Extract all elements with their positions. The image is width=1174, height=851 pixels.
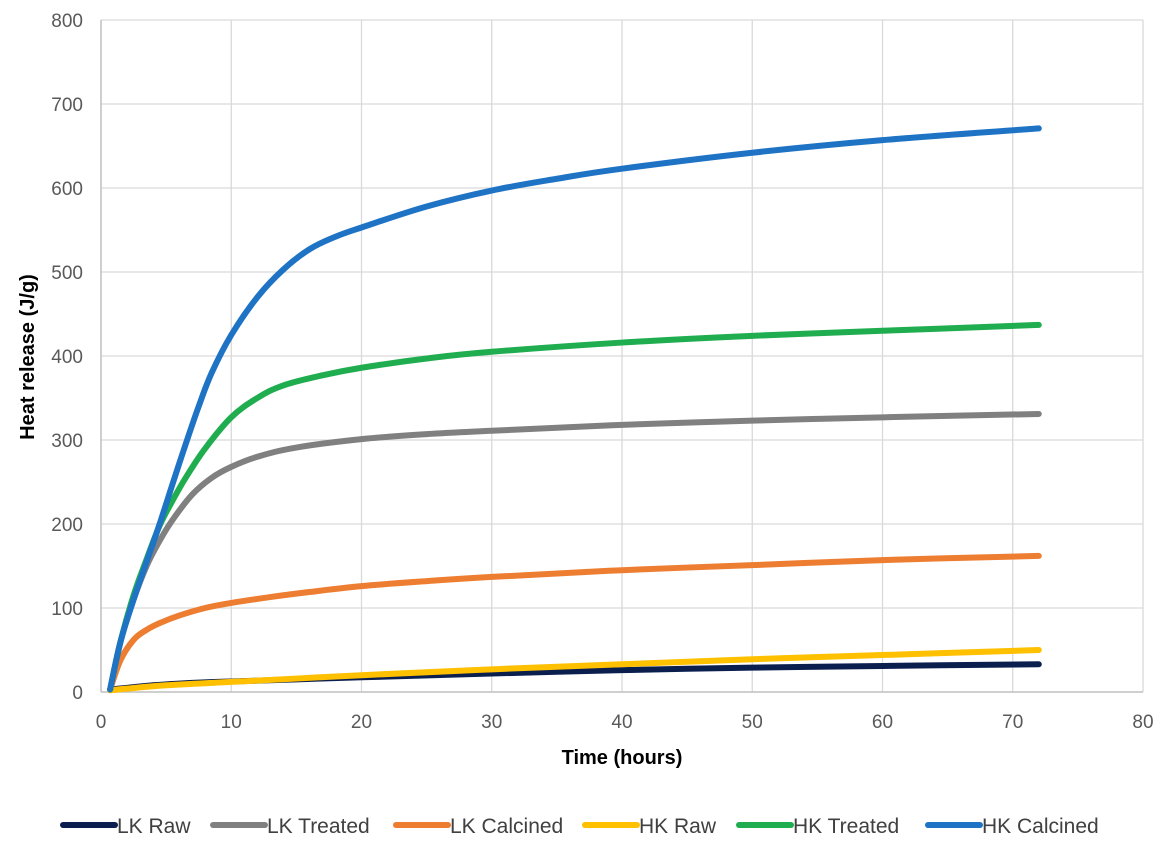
legend-item-lk-calcined: LK Calcined: [393, 815, 563, 838]
legend-label-lk-treated: LK Treated: [267, 815, 370, 838]
y-tick-label-5: 500: [51, 263, 83, 284]
y-tick-label-7: 700: [51, 95, 83, 116]
x-axis-title: Time (hours): [562, 747, 683, 769]
y-tick-label-6: 600: [51, 179, 83, 200]
x-tick-label-8: 80: [1132, 712, 1153, 733]
legend-item-hk-calcined: HK Calcined: [925, 815, 1099, 838]
grid-lines: [101, 19, 1144, 692]
x-tick-label-4: 40: [611, 712, 632, 733]
legend-label-lk-raw: LK Raw: [117, 815, 191, 838]
legend-label-hk-calcined: HK Calcined: [982, 815, 1099, 838]
series-line-hk-calcined: [107, 125, 1042, 693]
legend: LK Raw LK Treated LK Calcined HK Raw HK Trea…: [60, 815, 1099, 838]
x-tick-label-2: 20: [351, 712, 372, 733]
y-tick-label-3: 300: [51, 431, 83, 452]
legend-label-hk-treated: HK Treated: [793, 815, 899, 838]
series-line-hk-treated: [107, 321, 1042, 693]
legend-label-lk-calcined: LK Calcined: [450, 815, 563, 838]
series-line-hk-raw: [107, 647, 1042, 694]
legend-item-lk-raw: LK Raw: [60, 815, 191, 838]
series-line-lk-treated: [107, 410, 1042, 693]
x-tick-label-5: 50: [742, 712, 763, 733]
y-tick-label-2: 200: [51, 515, 83, 536]
y-tick-label-4: 400: [51, 347, 83, 368]
legend-item-hk-raw: HK Raw: [582, 815, 717, 838]
y-tick-label-0: 0: [72, 683, 83, 704]
x-tick-label-7: 70: [1002, 712, 1023, 733]
x-tick-label-1: 10: [221, 712, 242, 733]
y-tick-label-8: 800: [51, 11, 83, 32]
x-tick-label-3: 30: [481, 712, 502, 733]
axes: [100, 20, 1143, 693]
series-line-lk-calcined: [107, 552, 1042, 693]
x-tick-label-0: 0: [96, 712, 107, 733]
legend-item-lk-treated: LK Treated: [210, 815, 370, 838]
y-axis-title: Heat release (J/g): [17, 274, 39, 440]
x-tick-label-6: 60: [872, 712, 893, 733]
y-tick-label-1: 100: [51, 599, 83, 620]
legend-label-hk-raw: HK Raw: [639, 815, 717, 838]
legend-item-hk-treated: HK Treated: [736, 815, 899, 838]
series-lines: [107, 125, 1042, 694]
tick-labels: 0 100 200 300 400 500 600 700 800 0 10 20 30 40 50 60 70…: [51, 11, 1153, 733]
